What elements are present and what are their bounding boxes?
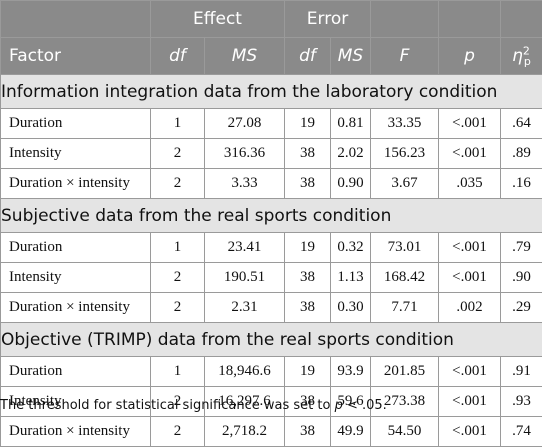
cell-df-effect: 1 [151,357,205,387]
cell-p: <.001 [439,357,501,387]
cell-p: <.001 [439,139,501,169]
cell-ms-error: 0.32 [331,233,371,263]
cell-p: <.001 [439,263,501,293]
cell-factor: Duration [1,357,151,387]
section-row: Subjective data from the real sports con… [1,199,542,233]
cell-p: <.001 [439,109,501,139]
cell-ms-error: 2.02 [331,139,371,169]
cell-ms-error: 0.90 [331,169,371,199]
cell-factor: Duration × intensity [1,417,151,447]
cell-df-effect: 1 [151,109,205,139]
cell-df-error: 38 [285,417,331,447]
cell-eta: .89 [501,139,542,169]
cell-df-error: 38 [285,139,331,169]
cell-df-effect: 2 [151,169,205,199]
cell-ms-error: 49.9 [331,417,371,447]
cell-eta: .16 [501,169,542,199]
header-blank-p [439,1,501,38]
cell-eta: .91 [501,357,542,387]
cell-eta: .29 [501,293,542,323]
cell-df-effect: 2 [151,263,205,293]
cell-eta: .90 [501,263,542,293]
cell-f: 7.71 [371,293,439,323]
section-row: Objective (TRIMP) data from the real spo… [1,323,542,357]
header-df-effect: df [151,38,205,75]
cell-ms-error: 93.9 [331,357,371,387]
cell-ms-effect: 2,718.2 [205,417,285,447]
cell-f: 168.42 [371,263,439,293]
cell-df-error: 19 [285,233,331,263]
cell-ms-effect: 18,946.6 [205,357,285,387]
cell-eta: .74 [501,417,542,447]
header-ms-effect: MS [205,38,285,75]
header-blank-eta [501,1,542,38]
cell-ms-error: 0.81 [331,109,371,139]
footnote: The threshold for statistical significan… [0,398,387,413]
cell-df-effect: 2 [151,139,205,169]
header-ms-error: MS [331,38,371,75]
cell-f: 73.01 [371,233,439,263]
header-factor: Factor [1,38,151,75]
cell-df-effect: 2 [151,417,205,447]
cell-ms-effect: 2.31 [205,293,285,323]
cell-factor: Duration × intensity [1,169,151,199]
header-effect: Effect [151,1,285,38]
cell-f: 54.50 [371,417,439,447]
cell-ms-error: 0.30 [331,293,371,323]
header-error: Error [285,1,371,38]
cell-ms-effect: 27.08 [205,109,285,139]
header-blank-f [371,1,439,38]
section-title: Objective (TRIMP) data from the real spo… [1,323,542,357]
cell-df-effect: 2 [151,293,205,323]
section-row: Information integration data from the la… [1,75,542,109]
header-p: p [439,38,501,75]
header-blank [1,1,151,38]
cell-factor: Duration × intensity [1,293,151,323]
cell-ms-error: 1.13 [331,263,371,293]
cell-eta: .93 [501,387,542,417]
table-body: Information integration data from the la… [1,75,542,447]
header-row-columns: Factor df MS df MS F p η2p [1,38,542,75]
cell-df-error: 38 [285,169,331,199]
cell-ms-effect: 3.33 [205,169,285,199]
cell-df-effect: 1 [151,233,205,263]
cell-df-error: 38 [285,263,331,293]
cell-factor: Intensity [1,139,151,169]
cell-p: <.001 [439,387,501,417]
cell-eta: .79 [501,233,542,263]
cell-ms-effect: 23.41 [205,233,285,263]
header-f: F [371,38,439,75]
cell-df-error: 19 [285,109,331,139]
header-row-groups: Effect Error [1,1,542,38]
cell-df-error: 19 [285,357,331,387]
cell-factor: Intensity [1,263,151,293]
cell-p: <.001 [439,233,501,263]
cell-f: 33.35 [371,109,439,139]
cell-ms-effect: 316.36 [205,139,285,169]
header-eta: η2p [501,38,542,75]
section-title: Subjective data from the real sports con… [1,199,542,233]
cell-p: .002 [439,293,501,323]
header-df-error: df [285,38,331,75]
cell-f: 201.85 [371,357,439,387]
section-title: Information integration data from the la… [1,75,542,109]
cell-p: .035 [439,169,501,199]
cell-p: <.001 [439,417,501,447]
cell-df-error: 38 [285,293,331,323]
cell-f: 156.23 [371,139,439,169]
cell-factor: Duration [1,233,151,263]
cell-eta: .64 [501,109,542,139]
cell-f: 3.67 [371,169,439,199]
cell-ms-effect: 190.51 [205,263,285,293]
cell-factor: Duration [1,109,151,139]
